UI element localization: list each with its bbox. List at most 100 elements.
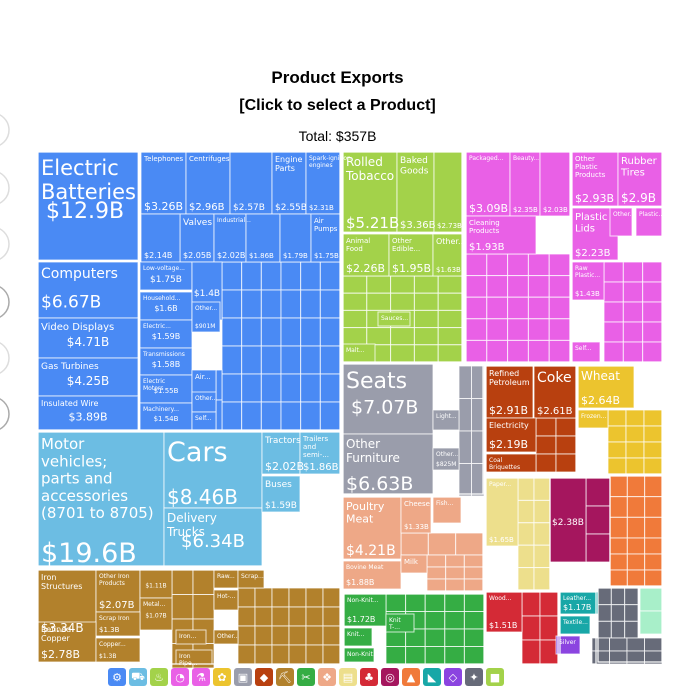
minor-product-cell[interactable] <box>471 463 485 497</box>
product-cell-iron[interactable] <box>175 629 207 645</box>
product-cell-electric-motors[interactable] <box>139 374 193 404</box>
minor-product-cell[interactable] <box>171 594 194 620</box>
minor-product-cell[interactable] <box>288 625 307 646</box>
minor-product-cell[interactable] <box>390 327 415 346</box>
minor-product-cell[interactable] <box>260 373 282 403</box>
minor-product-cell[interactable] <box>533 567 551 591</box>
product-cell-valves[interactable] <box>179 213 215 263</box>
minor-product-cell[interactable] <box>622 301 644 323</box>
minor-product-cell[interactable] <box>643 457 663 475</box>
minor-product-cell[interactable] <box>319 261 341 291</box>
product-cell-other[interactable] <box>432 447 460 471</box>
minor-product-cell[interactable] <box>533 477 551 501</box>
product-cell-spark-ignition-engines[interactable] <box>305 151 341 215</box>
minor-product-cell[interactable] <box>609 569 628 587</box>
metals-icon[interactable]: ⛏ <box>276 668 294 686</box>
minor-product-cell[interactable] <box>385 593 407 612</box>
minor-product-cell[interactable] <box>609 475 628 498</box>
minor-product-cell[interactable] <box>319 373 341 403</box>
minor-product-cell[interactable] <box>260 317 282 347</box>
minor-product-cell[interactable] <box>463 593 485 612</box>
minor-product-cell[interactable] <box>642 341 663 363</box>
minor-product-cell[interactable] <box>215 399 223 431</box>
minor-product-cell[interactable] <box>639 587 663 612</box>
minor-product-cell[interactable] <box>237 644 256 665</box>
minor-product-cell[interactable] <box>300 317 321 347</box>
minor-product-cell[interactable] <box>221 373 243 403</box>
minor-product-cell[interactable] <box>413 344 439 363</box>
minor-product-cell[interactable] <box>413 327 439 346</box>
minor-product-cell[interactable] <box>322 606 341 627</box>
minor-product-cell[interactable] <box>192 569 215 595</box>
minor-product-cell[interactable] <box>254 606 273 627</box>
minor-product-cell[interactable] <box>254 587 273 608</box>
minor-product-cell[interactable] <box>463 554 484 568</box>
minor-product-cell[interactable] <box>585 505 611 535</box>
minor-product-cell[interactable] <box>288 587 307 608</box>
minor-product-cell[interactable] <box>603 301 624 323</box>
precious-metals-icon[interactable]: ◇ <box>444 668 462 686</box>
product-cell-value-2-14b[interactable] <box>140 213 181 263</box>
minor-product-cell[interactable] <box>539 591 559 617</box>
minor-product-cell[interactable] <box>591 637 610 652</box>
minor-product-cell[interactable] <box>342 309 368 329</box>
minor-product-cell[interactable] <box>458 430 472 464</box>
minor-product-cell[interactable] <box>445 566 465 580</box>
select-product-prompt[interactable]: [Click to select a Product] <box>239 97 436 114</box>
product-cell-other[interactable] <box>191 301 221 333</box>
minor-product-cell[interactable] <box>639 610 663 635</box>
minor-product-cell[interactable] <box>644 496 663 518</box>
product-cell-animal-food[interactable] <box>342 233 390 277</box>
minor-product-cell[interactable] <box>626 475 646 498</box>
minor-product-cell[interactable] <box>444 611 465 630</box>
product-cell-video-displays[interactable] <box>37 317 139 359</box>
minor-product-cell[interactable] <box>521 591 541 617</box>
minor-product-cell[interactable] <box>445 554 465 568</box>
minor-product-cell[interactable] <box>539 639 559 665</box>
minor-product-cell[interactable] <box>585 533 611 563</box>
minor-product-cell[interactable] <box>642 281 663 303</box>
minor-product-cell[interactable] <box>241 261 262 291</box>
plastics-icon[interactable]: ◔ <box>171 668 189 686</box>
minor-product-cell[interactable] <box>260 345 282 375</box>
minor-product-cell[interactable] <box>535 417 557 437</box>
minor-product-cell[interactable] <box>622 281 644 303</box>
minor-product-cell[interactable] <box>517 522 535 546</box>
minor-product-cell[interactable] <box>305 644 324 665</box>
minor-product-cell[interactable] <box>625 425 645 443</box>
product-cell-other[interactable] <box>432 233 463 277</box>
minor-product-cell[interactable] <box>463 566 484 580</box>
minor-product-cell[interactable] <box>400 532 429 556</box>
minor-product-cell[interactable] <box>221 261 243 291</box>
minor-product-cell[interactable] <box>644 537 663 555</box>
minor-product-cell[interactable] <box>221 317 243 347</box>
minor-product-cell[interactable] <box>643 425 663 443</box>
minor-product-cell[interactable] <box>471 398 485 432</box>
stone-icon[interactable]: ▲ <box>402 668 420 686</box>
product-cell-hot[interactable] <box>213 589 239 611</box>
minor-product-cell[interactable] <box>424 593 446 612</box>
minor-product-cell[interactable] <box>585 477 611 507</box>
minor-product-cell[interactable] <box>643 441 663 459</box>
minor-product-cell[interactable] <box>486 275 509 298</box>
minor-product-cell[interactable] <box>319 289 341 319</box>
minor-product-cell[interactable] <box>390 275 415 294</box>
minor-product-cell[interactable] <box>254 644 273 665</box>
product-cell-non-knit[interactable] <box>343 593 387 627</box>
product-cell-value-1-11b[interactable] <box>139 569 173 599</box>
product-cell-insulated-wire[interactable] <box>37 395 139 431</box>
minor-product-cell[interactable] <box>426 566 447 580</box>
minor-product-cell[interactable] <box>626 553 646 571</box>
minor-product-cell[interactable] <box>607 409 627 427</box>
minor-product-cell[interactable] <box>644 516 663 539</box>
minor-product-cell[interactable] <box>644 637 663 652</box>
minor-product-cell[interactable] <box>603 341 624 363</box>
minor-product-cell[interactable] <box>444 628 465 647</box>
minor-product-cell[interactable] <box>437 275 463 294</box>
instruments-icon[interactable]: ◎ <box>381 668 399 686</box>
wood-icon[interactable]: ♣ <box>360 668 378 686</box>
minor-product-cell[interactable] <box>241 289 262 319</box>
minor-product-cell[interactable] <box>609 637 628 652</box>
minor-product-cell[interactable] <box>507 253 529 277</box>
minor-product-cell[interactable] <box>300 373 321 403</box>
